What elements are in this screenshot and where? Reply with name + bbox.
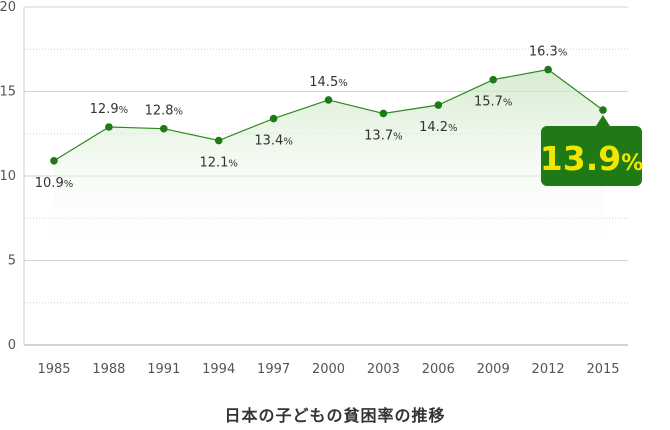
x-tick-label: 2009	[477, 362, 510, 377]
y-tick-label: 5	[8, 254, 16, 269]
chart-title: 日本の子どもの貧困率の推移	[224, 406, 446, 425]
callout-box	[541, 126, 642, 186]
callout-pointer	[596, 115, 610, 126]
data-label: 12.8%	[145, 104, 183, 119]
x-tick-label: 2000	[312, 362, 345, 377]
data-labels: 10.9% 12.9% 12.8% 12.1% 13.4% 14.5% 13.7% 14.2%…	[35, 45, 568, 191]
data-point	[269, 114, 278, 123]
y-tick-label: 15	[0, 85, 16, 100]
y-tick-label: 20	[0, 0, 16, 15]
x-axis-ticks: 1985 1988 1991 1994 1997 2000 2003 2006 2009 2012…	[37, 362, 619, 377]
data-point	[214, 136, 223, 145]
data-label: 10.9%	[35, 176, 73, 191]
data-label: 13.7%	[364, 128, 402, 143]
data-label: 12.1%	[199, 156, 237, 171]
line-chart: 0 5 10 15 20 1985 1988 1991 1994 1997 2000 2003 200…	[0, 0, 643, 377]
data-point	[544, 65, 552, 74]
x-tick-label: 2006	[422, 362, 455, 377]
callout-value: 13.9%	[540, 139, 643, 178]
data-label: 14.5%	[309, 75, 347, 90]
x-tick-label: 1997	[257, 362, 290, 377]
x-tick-label: 1985	[37, 362, 70, 377]
x-tick-label: 2003	[367, 362, 400, 377]
data-point	[599, 106, 607, 114]
data-points	[50, 65, 607, 165]
data-point	[489, 75, 498, 84]
y-tick-label: 0	[8, 338, 16, 353]
data-label: 15.7%	[474, 95, 512, 110]
data-point	[105, 123, 113, 131]
data-label: 16.3%	[529, 45, 567, 60]
y-axis-ticks: 0 5 10 15 20	[0, 0, 16, 353]
data-point	[160, 124, 168, 133]
x-tick-label: 1991	[147, 362, 180, 377]
x-tick-label: 2015	[586, 362, 619, 377]
area-fill	[54, 69, 603, 245]
data-label: 12.9%	[90, 102, 128, 117]
data-point	[434, 101, 443, 109]
area-fill-path	[54, 69, 603, 245]
data-label: 13.4%	[254, 134, 292, 149]
data-label: 14.2%	[419, 120, 457, 135]
y-tick-label: 10	[0, 169, 16, 184]
data-point	[324, 96, 333, 104]
x-tick-label: 1994	[202, 362, 235, 377]
x-tick-label: 1988	[92, 362, 125, 377]
data-point	[50, 156, 58, 165]
x-tick-label: 2012	[532, 362, 565, 377]
data-point	[379, 109, 388, 118]
highlight-callout: 13.9%	[540, 115, 643, 186]
